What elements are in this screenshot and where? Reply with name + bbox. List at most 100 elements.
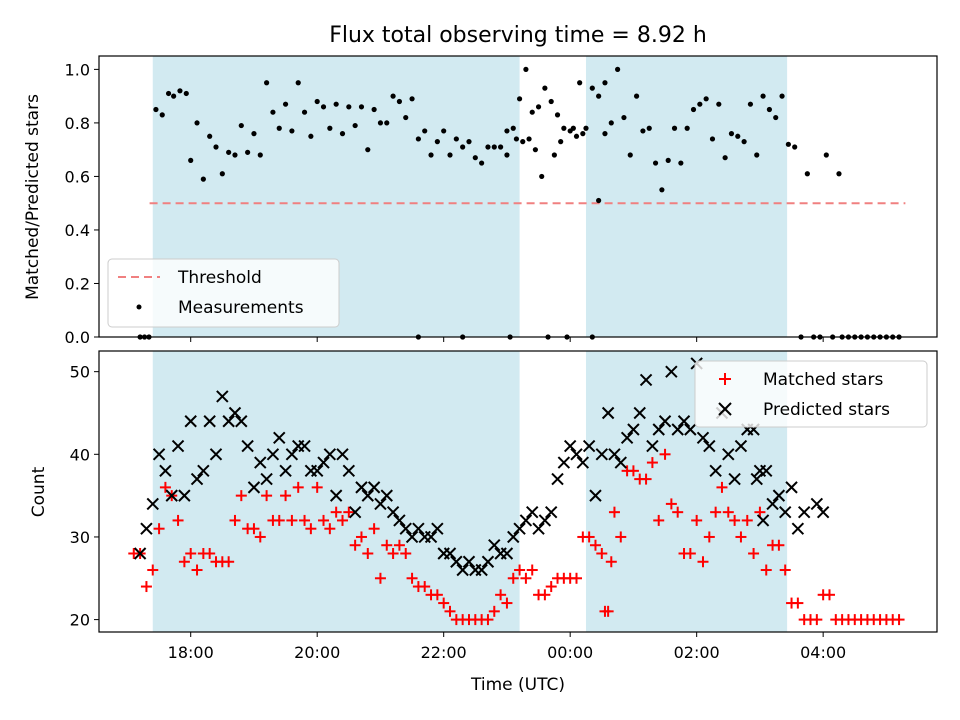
matched-star-point bbox=[431, 589, 443, 601]
measurement-point bbox=[747, 101, 754, 107]
measurement-point bbox=[257, 152, 263, 158]
predicted-star-point bbox=[507, 530, 520, 544]
measurement-point bbox=[602, 80, 608, 86]
measurement-point bbox=[785, 141, 791, 147]
predicted-star-point bbox=[133, 547, 147, 560]
matched-star-point bbox=[140, 581, 152, 593]
measurement-point bbox=[716, 101, 722, 107]
matched-star-point bbox=[659, 448, 671, 460]
measurement-point bbox=[665, 157, 671, 163]
matched-star-point bbox=[495, 589, 507, 601]
measurement-point bbox=[460, 144, 466, 150]
matched-star-point bbox=[153, 523, 165, 535]
legend-predicted-label: Predicted stars bbox=[763, 400, 890, 420]
y-tick-label: 20 bbox=[70, 611, 90, 630]
predicted-star-point bbox=[412, 522, 425, 535]
predicted-star-point bbox=[146, 497, 159, 511]
matched-star-point bbox=[501, 597, 513, 609]
matched-star-point bbox=[324, 523, 336, 535]
measurement-point bbox=[346, 104, 352, 110]
y-tick-label: 30 bbox=[70, 528, 90, 547]
measurement-point bbox=[804, 171, 810, 177]
predicted-star-point bbox=[317, 456, 330, 469]
measurement-point bbox=[498, 144, 504, 150]
predicted-star-point bbox=[779, 505, 792, 519]
measurement-point bbox=[289, 128, 295, 134]
measurement-point bbox=[409, 96, 415, 102]
predicted-star-point bbox=[190, 472, 204, 486]
legend-matched-label: Matched stars bbox=[763, 370, 883, 390]
predicted-star-point bbox=[791, 522, 805, 535]
predicted-star-point bbox=[266, 448, 280, 461]
measurement-point bbox=[219, 171, 225, 177]
measurement-point bbox=[485, 144, 491, 150]
predicted-star-point bbox=[456, 563, 469, 577]
measurement-point bbox=[384, 120, 390, 126]
matched-star-point bbox=[280, 490, 292, 502]
measurement-point bbox=[183, 90, 189, 97]
predicted-star-point bbox=[797, 505, 811, 519]
measurement-point bbox=[238, 122, 244, 129]
predicted-star-point bbox=[551, 472, 564, 486]
y-tick-label: 0.0 bbox=[65, 328, 90, 347]
bottom-x-ticks: 18:00 20:00 22:00 00:00 02:00 04:00 bbox=[168, 632, 846, 662]
measurement-point bbox=[466, 139, 472, 145]
measurement-point bbox=[422, 128, 428, 134]
x-tick-label: 04:00 bbox=[800, 643, 846, 662]
matched-star-point bbox=[608, 506, 620, 518]
predicted-star-point bbox=[601, 406, 615, 420]
measurement-point bbox=[561, 125, 567, 131]
measurement-point bbox=[659, 187, 665, 193]
predicted-star-point bbox=[589, 489, 602, 502]
predicted-star-point bbox=[633, 406, 646, 420]
matched-star-point bbox=[893, 614, 905, 626]
measurement-point bbox=[504, 152, 510, 158]
matched-star-point bbox=[697, 556, 709, 568]
top-legend-box bbox=[107, 258, 340, 328]
matched-star-point bbox=[722, 506, 734, 518]
predicted-star-point bbox=[285, 448, 299, 461]
predicted-star-point bbox=[260, 472, 273, 486]
predicted-star-point bbox=[728, 472, 741, 486]
predicted-star-point bbox=[241, 439, 254, 453]
bottom-y-axis-label: Count bbox=[29, 466, 49, 517]
predicted-star-point bbox=[816, 505, 830, 519]
matched-star-point bbox=[672, 506, 684, 518]
matched-star-point bbox=[349, 539, 361, 551]
top-panel: 0.0 0.2 0.4 0.6 0.8 1.0 Matched/Predicted sta… bbox=[23, 55, 938, 347]
measurement-point bbox=[390, 93, 396, 99]
measurement-point bbox=[640, 128, 646, 134]
matched-star-point bbox=[336, 514, 348, 526]
measurement-point bbox=[615, 66, 621, 72]
matched-star-point bbox=[583, 531, 595, 543]
matched-star-point bbox=[589, 539, 601, 551]
x-axis-label: Time (UTC) bbox=[470, 675, 565, 695]
predicted-star-point bbox=[197, 464, 210, 478]
predicted-star-point bbox=[544, 505, 558, 519]
matched-star-point bbox=[305, 523, 317, 535]
matched-star-point bbox=[381, 539, 393, 551]
measurement-point bbox=[516, 96, 523, 102]
measurement-point bbox=[308, 133, 314, 139]
predicted-star-point bbox=[216, 390, 229, 403]
predicted-star-point bbox=[348, 505, 362, 519]
predicted-star-point bbox=[450, 555, 463, 568]
x-tick-label: 00:00 bbox=[547, 643, 593, 662]
measurement-point bbox=[684, 125, 690, 131]
matched-star-point bbox=[368, 523, 380, 535]
predicted-star-point bbox=[595, 448, 609, 461]
predicted-star-point bbox=[563, 439, 577, 453]
measurement-point bbox=[339, 131, 346, 137]
matched-star-point bbox=[362, 547, 374, 559]
matched-star-point bbox=[286, 514, 298, 526]
predicted-star-point bbox=[703, 439, 716, 453]
predicted-star-point bbox=[677, 415, 691, 428]
measurement-point bbox=[722, 155, 728, 161]
predicted-star-point bbox=[570, 448, 583, 461]
measurement-point bbox=[529, 109, 535, 115]
measurement-point bbox=[213, 144, 219, 150]
measurement-point bbox=[327, 125, 333, 131]
matched-star-point bbox=[343, 506, 355, 518]
matched-star-point bbox=[172, 514, 184, 526]
top-y-axis-label: Matched/Predicted stars bbox=[23, 94, 43, 300]
